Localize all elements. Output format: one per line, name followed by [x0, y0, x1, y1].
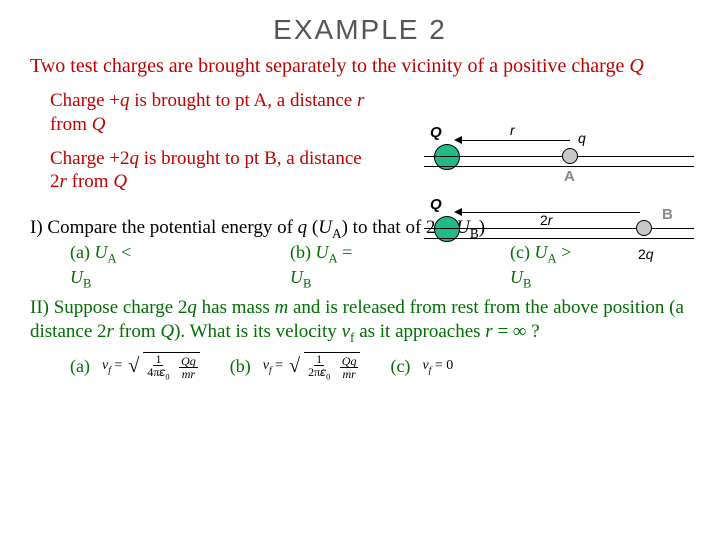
- sub2-r: r: [60, 171, 67, 192]
- q-ball-A: [562, 148, 578, 164]
- q2-q: q: [187, 297, 197, 318]
- opt2c-eq: = 0: [431, 358, 453, 373]
- opt2b-frac2: Qq mr: [340, 355, 359, 380]
- opt2a-frac1: 1 4π𝜀0: [145, 353, 171, 382]
- arrow-head-2r: [454, 208, 462, 216]
- intro-Q: Q: [629, 55, 643, 77]
- opt1a-B: B: [83, 277, 91, 291]
- opt2a-num2: Qq: [179, 355, 198, 368]
- page-title: EXAMPLE 2: [0, 14, 720, 46]
- opt2a-label: (a): [70, 356, 90, 377]
- q2-e: ). What is its velocity: [174, 321, 341, 342]
- opt2b-label: (b): [230, 356, 251, 377]
- q2-d: from: [114, 321, 160, 342]
- opt-2a[interactable]: (a) vf = √ 1 4π𝜀0 Qq mr: [70, 352, 200, 382]
- q1-mid1: (: [307, 217, 318, 238]
- opt2b-eq: =: [272, 358, 283, 373]
- sub2-a: Charge +2: [50, 148, 130, 169]
- arrow-line-r: [460, 140, 570, 141]
- question-2: II) Suppose charge 2q has mass m and is …: [30, 296, 690, 346]
- opt-1a[interactable]: (a) UA < UB: [70, 242, 230, 291]
- opt2a-den1: 4π𝜀0: [145, 366, 171, 382]
- q2-vf: v: [342, 321, 350, 342]
- sub1: Charge +q is brought to pt A, a distance…: [50, 89, 370, 137]
- q2-m: m: [275, 297, 289, 318]
- axis-bot-2: [424, 238, 694, 239]
- q1-q: q: [298, 217, 308, 238]
- dlabel-2r: 2r: [540, 212, 552, 228]
- radical-icon: √: [128, 355, 139, 378]
- opt2a-den2: mr: [180, 368, 197, 380]
- q2-r: r: [107, 321, 114, 342]
- sub1-a: Charge +: [50, 90, 120, 111]
- dlabel-r: r: [510, 122, 515, 138]
- q1-Asub: A: [332, 226, 342, 241]
- dlabel-Q2: Q: [430, 196, 442, 213]
- opt1c-B: B: [523, 277, 531, 291]
- opt1a-U: U: [94, 242, 107, 262]
- sub1-r: r: [357, 90, 364, 111]
- opt1a-op: <: [117, 242, 132, 262]
- sub2-c: from: [67, 171, 113, 192]
- opt1b-label: (b): [290, 242, 316, 262]
- sub1-b: is brought to pt A, a distance: [130, 90, 357, 111]
- axis-top-2: [424, 166, 694, 167]
- intro-text: Two test charges are brought separately …: [30, 54, 690, 79]
- opt2c-label: (c): [390, 356, 410, 377]
- radical-icon: √: [289, 355, 300, 378]
- opt2a-sqrt: 1 4π𝜀0 Qq mr: [143, 352, 199, 382]
- opt1a-U2: U: [70, 267, 83, 287]
- q2-Q: Q: [160, 321, 174, 342]
- opt1a-label: (a): [70, 242, 94, 262]
- arrow-head-r: [454, 136, 462, 144]
- q2-a: II) Suppose charge 2: [30, 297, 187, 318]
- axis-top-1: [424, 156, 694, 157]
- opt2a-frac2: Qq mr: [179, 355, 198, 380]
- opt1a-A: A: [107, 252, 116, 266]
- dlabel-2q: 2q: [638, 246, 654, 262]
- opt1b-op: =: [338, 242, 353, 262]
- opt2b-den2: mr: [340, 368, 357, 380]
- sub2-Q: Q: [113, 171, 127, 192]
- opt2b-sqrt: 1 2π𝜀0 Qq mr: [304, 352, 360, 382]
- options-2: (a) vf = √ 1 4π𝜀0 Qq mr (b) vf = √ 1 2π𝜀…: [70, 352, 690, 382]
- intro-pre: Two test charges are brought separately …: [30, 55, 629, 77]
- opt2b-num2: Qq: [340, 355, 359, 368]
- q2-rr: r: [485, 321, 492, 342]
- sub1-c: from: [50, 114, 92, 135]
- opt1b-B: B: [303, 277, 311, 291]
- opt1b-U: U: [316, 242, 329, 262]
- opt-2c[interactable]: (c) vf = 0: [390, 356, 453, 377]
- dlabel-q: q: [578, 130, 586, 146]
- dlabel-Q1: Q: [430, 124, 442, 141]
- sub1-q: q: [120, 90, 130, 111]
- opt-2b[interactable]: (b) vf = √ 1 2π𝜀0 Qq mr: [230, 352, 361, 382]
- sub2-q: q: [130, 148, 140, 169]
- dlabel-B: B: [662, 206, 673, 223]
- opt2a-eq: =: [111, 358, 122, 373]
- opt1b-U2: U: [290, 267, 303, 287]
- q1-pre: I) Compare the potential energy of: [30, 217, 298, 238]
- q-ball-B: [636, 220, 652, 236]
- dlabel-A: A: [564, 168, 575, 185]
- opt2b-den1: 2π𝜀0: [306, 366, 332, 382]
- q2-g: = ∞ ?: [493, 321, 540, 342]
- q2-f: as it approaches: [354, 321, 485, 342]
- q2-b: has mass: [197, 297, 275, 318]
- sub1-Q: Q: [92, 114, 106, 135]
- diagram: Q r q A Q 2r B 2q: [410, 124, 700, 274]
- axis-bot-1: [424, 228, 694, 229]
- q1-UA: U: [318, 217, 332, 238]
- opt1b-A: A: [329, 252, 338, 266]
- opt2b-frac1: 1 2π𝜀0: [306, 353, 332, 382]
- sub2: Charge +2q is brought to pt B, a distanc…: [50, 147, 370, 195]
